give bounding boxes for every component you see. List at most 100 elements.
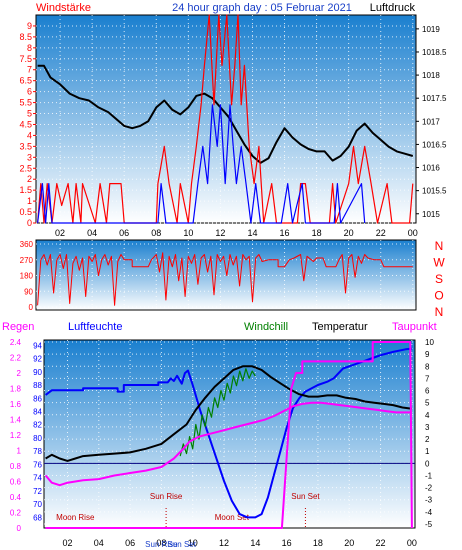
temperature-tick-label: -4	[425, 508, 433, 517]
rain-tick-label: 2.4	[10, 338, 22, 347]
wind-tick-label: 4.5	[19, 119, 32, 129]
wind-tick-label: 5	[27, 109, 32, 119]
wind-scale: 00.511.522.533.544.555.566.577.588.59	[19, 21, 36, 228]
wind-tick-label: 2	[27, 174, 32, 184]
rain-tick-label: 0.8	[10, 462, 22, 471]
wind-tick-label: 1	[27, 196, 32, 206]
temperature-tick-label: -2	[425, 484, 433, 493]
time-tick-label: 10	[188, 538, 198, 548]
temperature-tick-label: 1	[425, 447, 430, 456]
annotation-label: Moon Rise	[56, 513, 95, 522]
wind-tick-label: 4	[27, 130, 32, 140]
time-tick-label: 18	[312, 228, 322, 238]
time-tick-label: 14	[247, 228, 257, 238]
temperature-tick-label: 3	[425, 423, 430, 432]
time-tick-label: 06	[119, 228, 129, 238]
wind-tick-label: 7	[27, 65, 32, 75]
wind-tick-label: 8	[27, 43, 32, 53]
wind-tick-label: 0	[27, 218, 32, 228]
direction-tick-label: 270	[20, 256, 34, 265]
compass-label: W	[433, 256, 445, 270]
annotation-label: Sun Rise	[150, 492, 183, 501]
humidity-tick-label: 76	[33, 460, 42, 469]
rain-tick-label: 0	[17, 524, 22, 533]
pressure-tick-label: 1016	[422, 164, 440, 173]
wind-series	[37, 14, 414, 224]
temperature-scale: -5 -4 -3 -2 -1 0 1 2 3 4 5 6 7 8 9 10	[425, 338, 434, 529]
wind-plot-background	[35, 14, 417, 224]
time-tick-label: 00	[408, 228, 418, 238]
climate-panel: Regen Luftfeuchte Windchill Temperatur Taupu…	[2, 321, 437, 549]
temperature-tick-label: 4	[425, 411, 430, 420]
pressure-axis-title: Luftdruck	[370, 2, 416, 14]
wind-tick-label: 1.5	[19, 185, 32, 195]
humidity-tick-label: 90	[33, 368, 42, 377]
time-tick-label: 16	[280, 228, 290, 238]
annotation-label: Sun Rise	[145, 540, 178, 549]
windchill-line	[179, 368, 256, 457]
humidity-tick-label: 92	[33, 355, 42, 364]
wind-tick-label: 8.5	[19, 32, 32, 42]
rain-tick-label: 0.6	[10, 478, 22, 487]
time-tick-label: 18	[313, 538, 323, 548]
direction-tick-label: 360	[20, 240, 34, 249]
rain-tick-label: 1.6	[10, 400, 22, 409]
compass-label: N	[435, 305, 444, 319]
wind-tick-label: 6	[27, 87, 32, 97]
time-tick-label: 20	[344, 538, 354, 548]
wind-tick-label: 6.5	[19, 76, 32, 86]
compass-label: S	[435, 272, 443, 286]
wind-time-axis: 02 04 06 08 10 12 14 16 18 20 22 00	[55, 228, 418, 238]
direction-scale: 0 90 180 270 360	[20, 240, 34, 312]
direction-tick-label: 90	[24, 287, 33, 296]
wind-tick-label: 0.5	[19, 207, 32, 217]
time-tick-label: 22	[376, 538, 386, 548]
humidity-tick-label: 70	[33, 500, 42, 509]
rain-tick-label: 2.2	[10, 354, 22, 363]
rain-tick-label: 1.4	[10, 416, 22, 425]
pressure-line	[37, 64, 414, 164]
pressure-tick-label: 1018.5	[422, 48, 447, 57]
rain-line	[45, 341, 413, 529]
compass-label: N	[435, 239, 444, 253]
pressure-tick-label: 1015.5	[422, 187, 447, 196]
temperature-tick-label: 10	[425, 338, 434, 347]
dewpoint-line	[44, 401, 412, 487]
pressure-tick-label: 1018	[422, 71, 440, 80]
pressure-tick-label: 1016.5	[422, 140, 447, 149]
rain-tick-label: 1.8	[10, 385, 22, 394]
climate-series	[44, 341, 413, 529]
time-tick-label: 16	[282, 538, 292, 548]
rain-tick-label: 1	[17, 447, 22, 456]
legend-item: Taupunkt	[392, 321, 437, 333]
climate-plot-background	[43, 339, 416, 529]
temperature-tick-label: 0	[425, 459, 430, 468]
time-tick-label: 08	[151, 228, 161, 238]
humidity-scale: 68 70 72 74 76 78 80 82 84 86 88 90 92 94	[33, 341, 42, 522]
direction-tick-label: 0	[29, 303, 34, 312]
annotation-label: Moon Set	[215, 513, 250, 522]
temperature-tick-label: -1	[425, 471, 433, 480]
annotation-label: Sun Set	[291, 492, 320, 501]
direction-tick-label: 180	[20, 272, 34, 281]
temperature-tick-label: 2	[425, 435, 430, 444]
rain-tick-label: 1.2	[10, 431, 22, 440]
pressure-tick-label: 1019	[422, 25, 440, 34]
rain-tick-label: 0.4	[10, 493, 22, 502]
temperature-line	[45, 365, 413, 462]
annotation-label: Sun Set	[168, 540, 197, 549]
wind-gust-line	[37, 104, 366, 224]
climate-time-axis: 02 04 06 08 10 12 14 16 18 20 22 00	[62, 538, 416, 548]
wind-tick-label: 5.5	[19, 98, 32, 108]
wind-pressure-panel: Windstärke 24 hour graph day : 05 Februa…	[19, 2, 447, 238]
humidity-tick-label: 84	[33, 407, 42, 416]
rain-scale: 0 0.2 0.4 0.6 0.8 1 1.2 1.4 1.6 1.8 2 2.2 2.4	[10, 338, 22, 533]
time-tick-label: 02	[55, 228, 65, 238]
temperature-tick-label: -3	[425, 496, 433, 505]
pressure-tick-label: 1017	[422, 117, 440, 126]
